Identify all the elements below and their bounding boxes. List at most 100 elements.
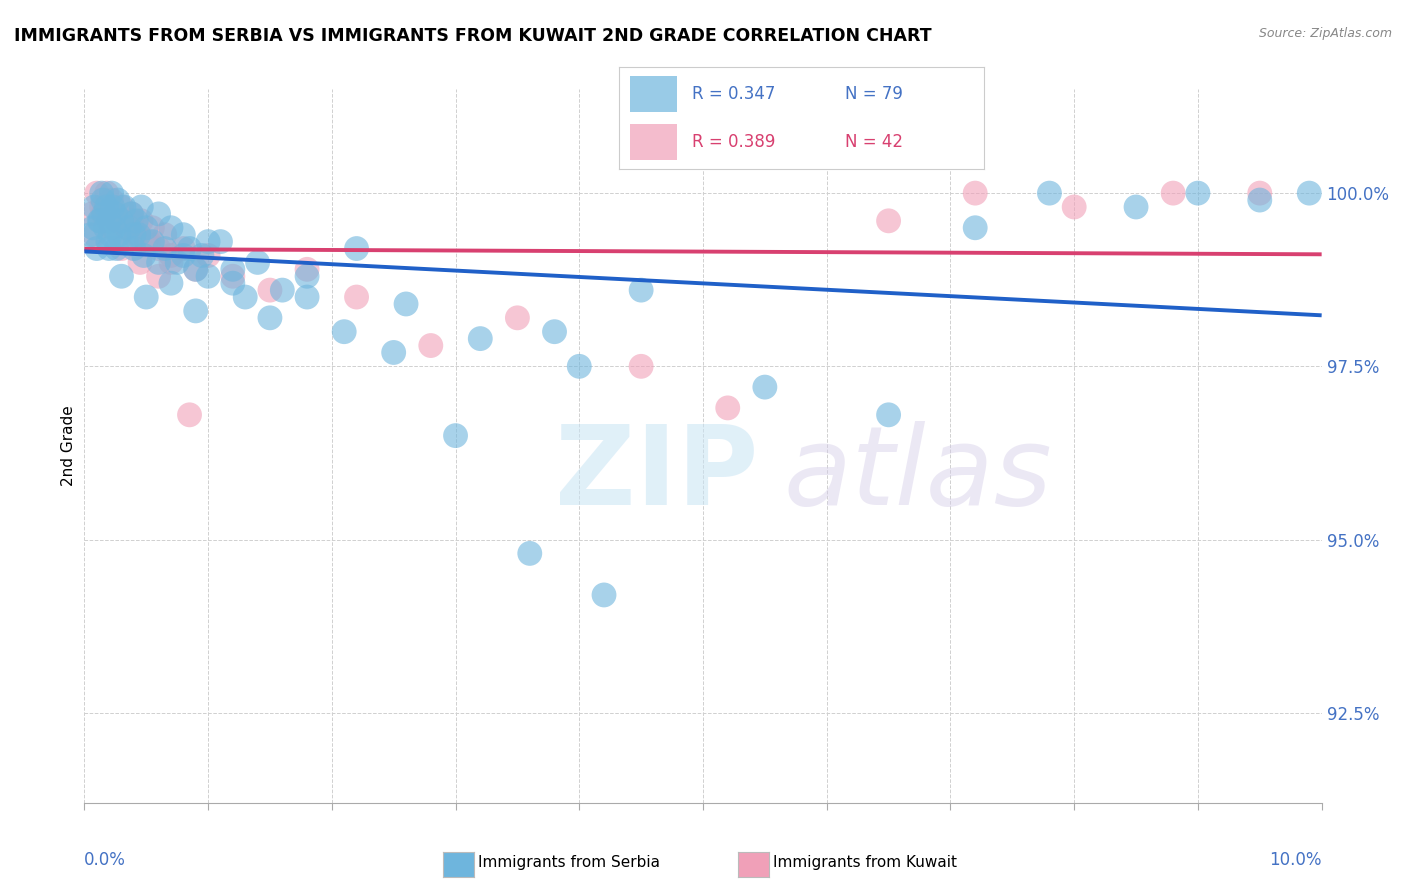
Point [593, 588, 616, 602]
Point [97, 235, 120, 249]
Point [120, 207, 142, 221]
Point [754, 380, 776, 394]
Point [717, 401, 740, 415]
Text: Immigrants from Kuwait: Immigrants from Kuwait [773, 855, 957, 870]
Point [1187, 186, 1209, 201]
Point [132, 248, 155, 262]
Point [89, 214, 111, 228]
Point [519, 546, 541, 560]
Point [148, 207, 170, 221]
Point [209, 235, 232, 249]
Point [630, 359, 652, 374]
Point [86, 242, 108, 256]
Point [138, 235, 160, 249]
Point [128, 227, 150, 242]
Point [96, 186, 118, 201]
Point [382, 345, 405, 359]
Point [160, 248, 183, 262]
Point [222, 262, 245, 277]
Point [110, 242, 132, 256]
Point [877, 408, 900, 422]
Point [184, 304, 207, 318]
Point [112, 200, 135, 214]
Point [141, 235, 163, 249]
Point [79, 227, 101, 242]
Point [100, 193, 122, 207]
Point [172, 248, 194, 262]
Text: IMMIGRANTS FROM SERBIA VS IMMIGRANTS FROM KUWAIT 2ND GRADE CORRELATION CHART: IMMIGRANTS FROM SERBIA VS IMMIGRANTS FRO… [14, 27, 932, 45]
Point [153, 242, 176, 256]
Point [1249, 186, 1271, 201]
Point [179, 242, 201, 256]
Text: Immigrants from Serbia: Immigrants from Serbia [478, 855, 659, 870]
Point [184, 262, 207, 277]
Point [125, 214, 148, 228]
Point [197, 235, 219, 249]
Text: Source: ZipAtlas.com: Source: ZipAtlas.com [1258, 27, 1392, 40]
Point [470, 332, 492, 346]
Point [110, 214, 132, 228]
Point [120, 214, 142, 228]
Bar [630, 76, 678, 112]
Point [395, 297, 418, 311]
Point [103, 220, 125, 235]
Point [96, 200, 118, 214]
Point [83, 227, 105, 242]
Point [107, 193, 129, 207]
Point [105, 214, 128, 228]
Point [233, 290, 256, 304]
Point [148, 269, 170, 284]
Bar [630, 124, 678, 161]
Point [197, 248, 219, 262]
Point [110, 200, 132, 214]
Point [1038, 186, 1060, 201]
Point [246, 255, 269, 269]
Point [630, 283, 652, 297]
Point [295, 290, 318, 304]
Point [129, 255, 152, 269]
Point [141, 220, 163, 235]
Point [1063, 200, 1085, 214]
Point [419, 338, 441, 352]
Point [135, 220, 157, 235]
Point [110, 269, 132, 284]
Point [506, 310, 529, 325]
Point [83, 200, 105, 214]
Point [568, 359, 591, 374]
Point [444, 428, 467, 442]
Point [1298, 186, 1320, 201]
Point [118, 220, 141, 235]
Point [259, 283, 281, 297]
Text: N = 79: N = 79 [845, 85, 903, 103]
Point [148, 242, 170, 256]
Point [179, 408, 201, 422]
Point [153, 227, 176, 242]
Text: ZIP: ZIP [554, 421, 758, 528]
Point [115, 220, 138, 235]
Point [172, 242, 194, 256]
Point [295, 262, 318, 277]
Point [160, 220, 183, 235]
Point [98, 214, 121, 228]
Point [965, 186, 987, 201]
Point [135, 290, 157, 304]
Text: 10.0%: 10.0% [1270, 851, 1322, 870]
Y-axis label: 2nd Grade: 2nd Grade [60, 406, 76, 486]
Point [90, 186, 112, 201]
Point [122, 242, 145, 256]
Point [259, 310, 281, 325]
Point [91, 193, 114, 207]
Text: R = 0.347: R = 0.347 [692, 85, 775, 103]
Point [184, 262, 207, 277]
Point [295, 269, 318, 284]
Point [105, 242, 128, 256]
Point [100, 220, 122, 235]
Text: N = 42: N = 42 [845, 133, 903, 152]
Point [129, 214, 152, 228]
Point [135, 235, 157, 249]
Point [115, 235, 138, 249]
Point [108, 227, 131, 242]
Point [197, 269, 219, 284]
Point [271, 283, 294, 297]
Point [125, 227, 148, 242]
